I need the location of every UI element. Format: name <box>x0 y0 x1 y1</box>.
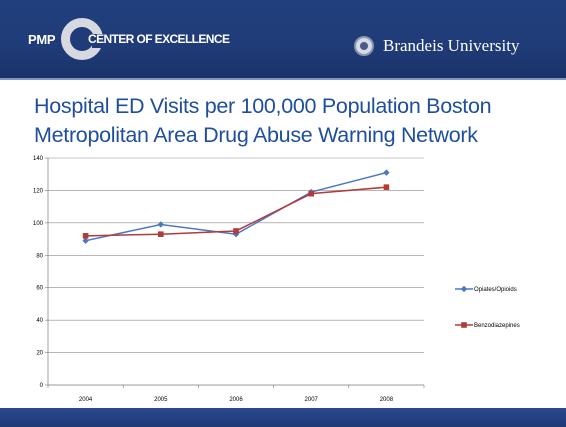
data-point <box>383 169 390 176</box>
chart-axes <box>47 158 424 386</box>
logo-ring-gap <box>92 34 104 48</box>
x-tick-label: 2007 <box>305 397 319 403</box>
x-tick-label: 2004 <box>79 397 93 403</box>
data-point <box>82 233 89 239</box>
header-divider <box>0 78 566 80</box>
slide-title-line-2: Metropolitan Area Drug Abuse Warning Net… <box>34 123 478 147</box>
pmp-coe-logo: PMP CENTER OF EXCELLENCE <box>28 18 258 60</box>
data-point <box>82 237 89 244</box>
slide-title: Hospital ED Visits per 100,000 Populatio… <box>34 92 554 150</box>
data-point <box>233 228 239 234</box>
y-tick-label: 140 <box>33 156 44 162</box>
x-axis-ticks: 2004 2005 2006 2007 2008 <box>47 385 425 403</box>
legend-swatch-marker <box>460 285 468 293</box>
legend-label: Benzodiazepines <box>474 323 520 329</box>
y-tick-label: 0 <box>40 383 44 389</box>
legend-label: Opiates/Opioids <box>474 287 517 293</box>
seal-inner <box>360 42 368 50</box>
data-point <box>383 184 390 190</box>
x-tick-label: 2005 <box>154 397 168 403</box>
y-tick-label: 20 <box>36 351 43 357</box>
legend-entry: Benzodiazepines <box>455 322 520 329</box>
logo-pmp-text: PMP <box>28 32 56 47</box>
data-point <box>157 221 164 228</box>
x-tick-label: 2008 <box>380 397 394 403</box>
chart-gridlines <box>48 157 424 353</box>
brandeis-seal-icon <box>354 36 374 56</box>
y-tick-label: 60 <box>36 286 43 292</box>
x-tick-label: 2006 <box>229 397 243 403</box>
y-tick-label: 120 <box>33 188 44 194</box>
y-tick-label: 100 <box>33 221 44 227</box>
y-axis-ticks: 0 20 40 60 80 100 120 140 <box>33 156 48 389</box>
series-benzodiazepines <box>82 184 390 239</box>
y-tick-label: 80 <box>36 253 43 259</box>
legend-entry: Opiates/Opioids <box>455 285 517 293</box>
data-point <box>158 231 164 238</box>
brand-name: Brandeis University <box>383 36 520 55</box>
chart-series <box>82 169 390 244</box>
slide-header-bar: PMP CENTER OF EXCELLENCE Brandeis Univer… <box>0 0 566 78</box>
slide-title-line-1: Hospital ED Visits per 100,000 Populatio… <box>34 94 492 118</box>
chart-legend: Opiates/Opioids Benzodiazepines <box>455 285 520 329</box>
y-tick-label: 40 <box>36 318 43 324</box>
legend-swatch-marker <box>461 322 467 328</box>
data-point <box>308 190 314 197</box>
slide-footer-bar <box>0 408 566 427</box>
logo-center-text: CENTER OF EXCELLENCE <box>88 32 230 46</box>
